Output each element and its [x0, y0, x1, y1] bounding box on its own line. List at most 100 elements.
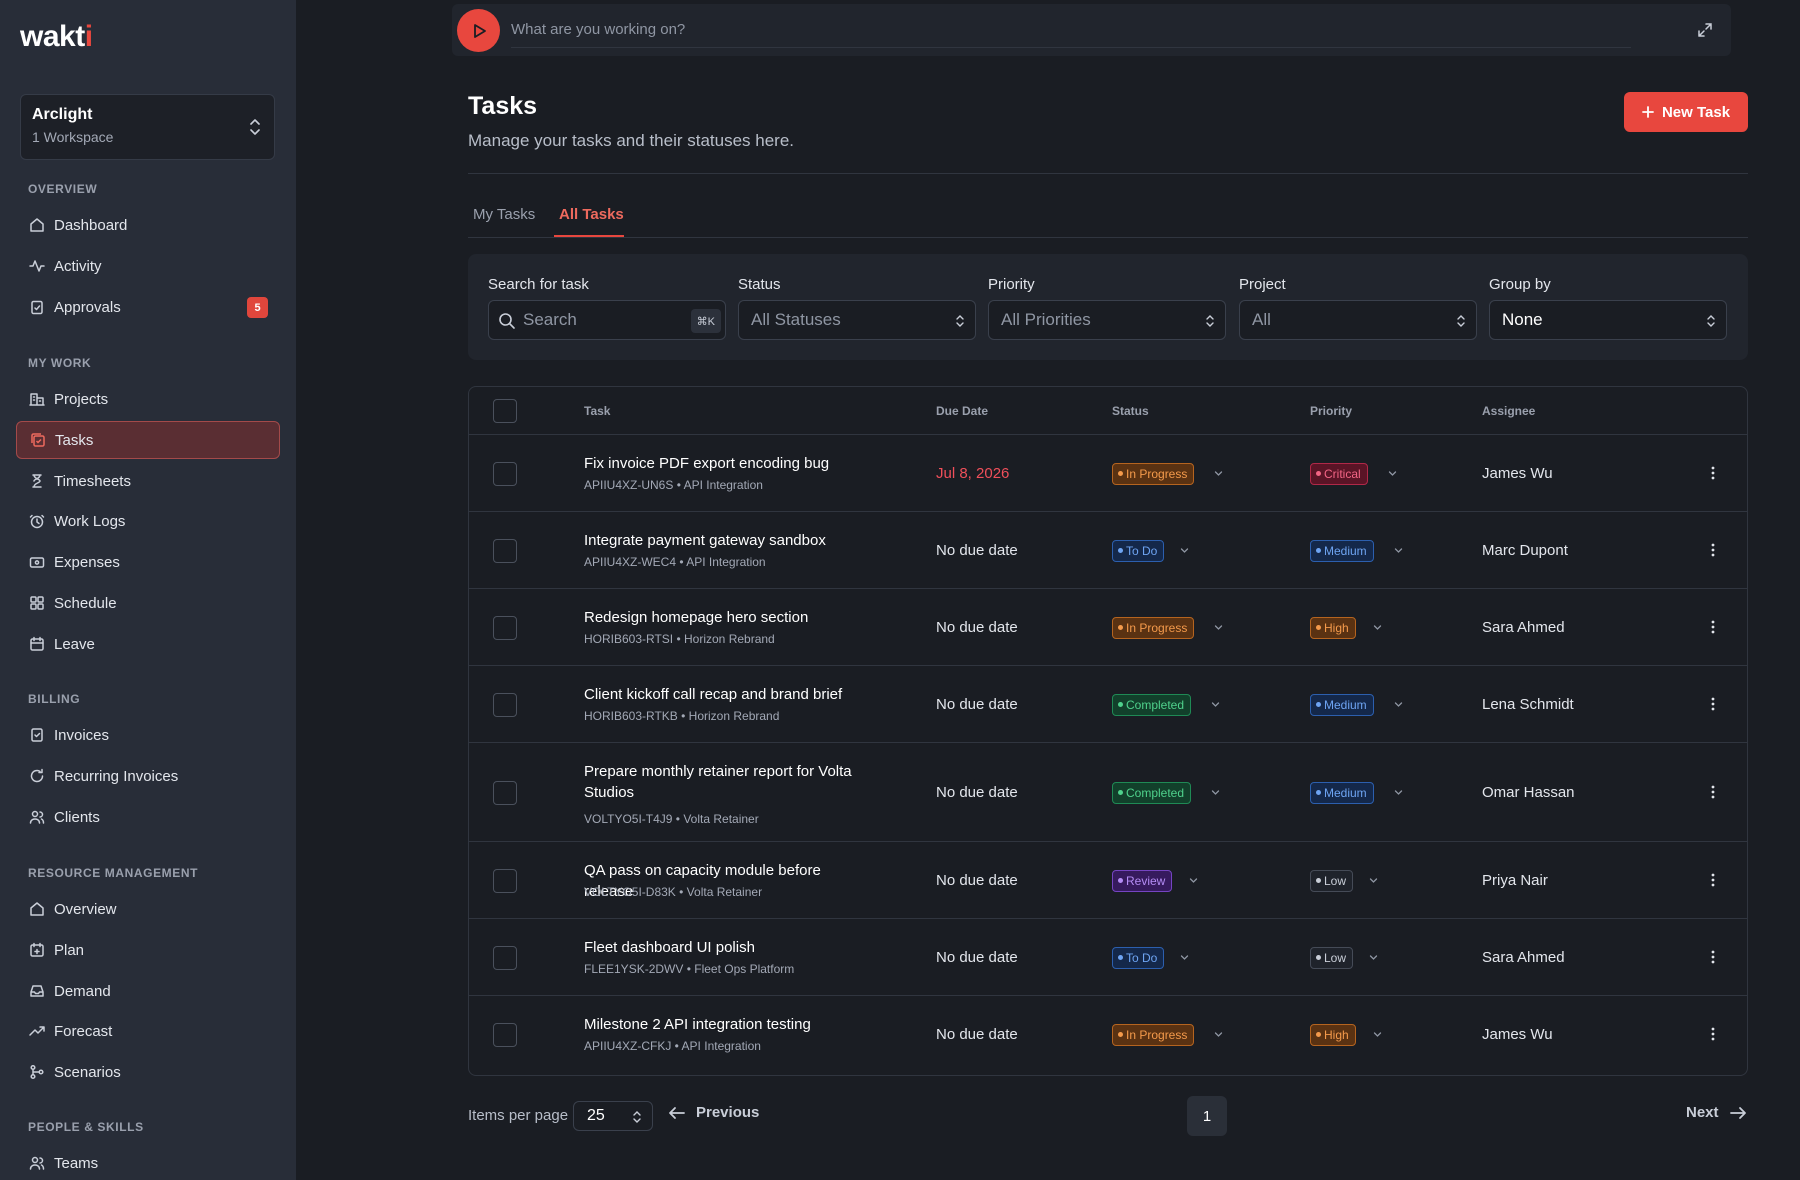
task-title[interactable]: Fix invoice PDF export encoding bug — [584, 454, 830, 472]
chevron-down-icon[interactable] — [1388, 469, 1397, 478]
chevron-down-icon[interactable] — [1394, 546, 1403, 555]
chevron-down-icon[interactable] — [1369, 953, 1378, 962]
task-title[interactable]: Prepare monthly retainer report for Volt… — [584, 762, 852, 801]
more-options-icon[interactable] — [1711, 465, 1715, 481]
chevron-down-icon[interactable] — [1369, 876, 1378, 885]
priority-badge-medium[interactable]: Medium — [1310, 539, 1374, 562]
table-row[interactable]: Milestone 2 API integration testing APII… — [469, 996, 1747, 1073]
new-task-button[interactable]: New Task — [1624, 92, 1748, 132]
status-badge-completed[interactable]: Completed — [1112, 693, 1192, 716]
status-badge-in-progress[interactable]: In Progress — [1112, 462, 1195, 485]
more-options-icon[interactable] — [1711, 542, 1715, 558]
sidebar-item-leave[interactable]: Leave — [16, 625, 280, 663]
chevron-down-icon[interactable] — [1211, 700, 1220, 709]
table-row[interactable]: Redesign homepage hero section HORIB603-… — [469, 589, 1747, 666]
task-title[interactable]: Integrate payment gateway sandbox — [584, 531, 826, 549]
next-page-button[interactable]: Next — [1686, 1104, 1747, 1121]
status-badge-review[interactable]: Review — [1112, 869, 1173, 892]
sidebar-item-scenarios[interactable]: Scenarios — [16, 1053, 280, 1091]
sidebar-item-demand[interactable]: Demand — [16, 972, 280, 1010]
priority-badge-low[interactable]: Low — [1310, 946, 1354, 969]
status-badge-to-do[interactable]: To Do — [1112, 539, 1165, 562]
workspace-switcher[interactable]: Arclight 1 Workspace — [20, 94, 275, 160]
project-filter-select[interactable]: All — [1239, 300, 1477, 340]
app-logo[interactable]: wakti — [20, 20, 93, 53]
more-options-icon[interactable] — [1711, 949, 1715, 965]
table-row[interactable]: Prepare monthly retainer report for Volt… — [469, 743, 1747, 842]
chevron-down-icon[interactable] — [1189, 876, 1198, 885]
chevron-down-icon[interactable] — [1214, 623, 1223, 632]
chevron-down-icon[interactable] — [1373, 1030, 1382, 1039]
sidebar-item-invoices[interactable]: Invoices — [16, 716, 280, 754]
row-checkbox[interactable] — [493, 868, 517, 893]
table-row[interactable]: Fix invoice PDF export encoding bug APII… — [469, 435, 1747, 512]
row-checkbox[interactable] — [493, 945, 517, 970]
table-row[interactable]: QA pass on capacity module before releas… — [469, 842, 1747, 919]
more-options-icon[interactable] — [1711, 696, 1715, 712]
task-title[interactable]: Fleet dashboard UI polish — [584, 938, 755, 956]
sidebar-item-overview[interactable]: Overview — [16, 890, 280, 928]
priority-badge-medium[interactable]: Medium — [1310, 781, 1374, 804]
row-checkbox[interactable] — [493, 615, 517, 640]
task-title[interactable]: Client kickoff call recap and brand brie… — [584, 685, 843, 703]
sidebar-item-plan[interactable]: Plan — [16, 931, 280, 969]
more-options-icon[interactable] — [1711, 872, 1715, 888]
chevron-down-icon[interactable] — [1214, 469, 1223, 478]
priority-badge-medium[interactable]: Medium — [1310, 693, 1374, 716]
task-search-field[interactable]: ⌘K — [488, 300, 726, 340]
sidebar-item-tasks[interactable]: Tasks — [16, 421, 280, 459]
timer-description-input[interactable] — [511, 12, 1631, 48]
more-options-icon[interactable] — [1711, 784, 1715, 800]
sidebar-item-work-logs[interactable]: Work Logs — [16, 502, 280, 540]
table-row[interactable]: Integrate payment gateway sandbox APIIU4… — [469, 512, 1747, 589]
items-per-page-select[interactable]: 25 — [573, 1101, 653, 1131]
priority-badge-high[interactable]: High — [1310, 616, 1356, 639]
sidebar-item-timesheets[interactable]: Timesheets — [16, 462, 280, 500]
priority-filter-select[interactable]: All Priorities — [988, 300, 1226, 340]
priority-badge-critical[interactable]: Critical — [1310, 462, 1368, 485]
sidebar-item-approvals[interactable]: Approvals 5 — [16, 288, 280, 326]
chevron-down-icon[interactable] — [1394, 788, 1403, 797]
sidebar-item-dashboard[interactable]: Dashboard — [16, 206, 280, 244]
more-options-icon[interactable] — [1711, 1026, 1715, 1042]
priority-badge-low[interactable]: Low — [1310, 869, 1354, 892]
page-number-current[interactable]: 1 — [1187, 1096, 1227, 1136]
chevron-down-icon[interactable] — [1211, 788, 1220, 797]
sidebar-item-projects[interactable]: Projects — [16, 380, 280, 418]
priority-badge-high[interactable]: High — [1310, 1023, 1356, 1046]
tab-all-tasks[interactable]: All Tasks — [559, 206, 624, 223]
sidebar-item-clients[interactable]: Clients — [16, 798, 280, 836]
sidebar-item-forecast[interactable]: Forecast — [16, 1012, 280, 1050]
chevron-down-icon[interactable] — [1214, 1030, 1223, 1039]
table-row[interactable]: Client kickoff call recap and brand brie… — [469, 666, 1747, 743]
status-filter-select[interactable]: All Statuses — [738, 300, 976, 340]
chevron-down-icon[interactable] — [1373, 623, 1382, 632]
status-badge-in-progress[interactable]: In Progress — [1112, 1023, 1195, 1046]
task-title[interactable]: Milestone 2 API integration testing — [584, 1015, 811, 1033]
chevron-down-icon[interactable] — [1394, 700, 1403, 709]
row-checkbox[interactable] — [493, 1022, 517, 1047]
sidebar-item-schedule[interactable]: Schedule — [16, 584, 280, 622]
task-title[interactable]: Redesign homepage hero section — [584, 608, 809, 626]
sidebar-item-recurring-invoices[interactable]: Recurring Invoices — [16, 757, 280, 795]
row-checkbox[interactable] — [493, 461, 517, 486]
search-input[interactable] — [523, 310, 683, 330]
expand-icon[interactable] — [1697, 22, 1713, 38]
sidebar-item-expenses[interactable]: Expenses — [16, 543, 280, 581]
status-badge-in-progress[interactable]: In Progress — [1112, 616, 1195, 639]
chevron-down-icon[interactable] — [1180, 953, 1189, 962]
status-badge-completed[interactable]: Completed — [1112, 781, 1192, 804]
sidebar-item-teams[interactable]: Teams — [16, 1144, 280, 1180]
tab-my-tasks[interactable]: My Tasks — [473, 206, 536, 223]
status-badge-to-do[interactable]: To Do — [1112, 946, 1165, 969]
row-checkbox[interactable] — [493, 780, 517, 805]
sidebar-item-activity[interactable]: Activity — [16, 247, 280, 285]
table-row[interactable]: Fleet dashboard UI polish FLEE1YSK-2DWV … — [469, 919, 1747, 996]
task-title[interactable]: QA pass on capacity module before releas… — [584, 861, 821, 900]
start-timer-button[interactable] — [457, 9, 500, 52]
select-all-checkbox[interactable] — [493, 399, 517, 423]
previous-page-button[interactable]: Previous — [668, 1104, 759, 1121]
chevron-down-icon[interactable] — [1180, 546, 1189, 555]
row-checkbox[interactable] — [493, 692, 517, 717]
more-options-icon[interactable] — [1711, 619, 1715, 635]
